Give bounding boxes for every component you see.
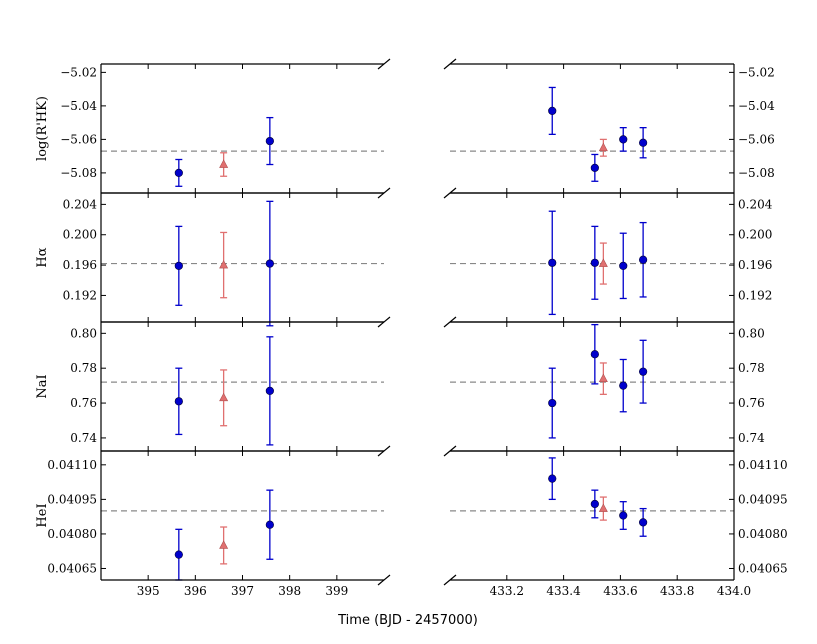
x-tick-label: 434.0 bbox=[717, 584, 751, 598]
y-axis-label: HeI bbox=[35, 503, 50, 527]
axis-break-mark bbox=[377, 187, 391, 199]
data-point bbox=[174, 168, 183, 177]
x-tick-label: 396 bbox=[184, 584, 207, 598]
y-tick-label: −5.02 bbox=[738, 65, 775, 79]
data-point bbox=[174, 550, 183, 559]
x-tick-label: 397 bbox=[231, 584, 254, 598]
y-tick-label: −5.02 bbox=[60, 65, 97, 79]
y-tick-label: 0.76 bbox=[738, 396, 765, 410]
data-point bbox=[619, 261, 628, 270]
y-tick-label: 0.04095 bbox=[738, 492, 788, 506]
data-point bbox=[590, 163, 599, 172]
y-tick-label: 0.78 bbox=[70, 361, 97, 375]
y-axis-label: Hα bbox=[35, 247, 50, 267]
data-point bbox=[265, 136, 274, 146]
data-point bbox=[639, 518, 648, 527]
axis-break-mark bbox=[377, 58, 391, 70]
y-tick-label: −5.08 bbox=[738, 166, 775, 180]
y-tick-label: −5.08 bbox=[60, 166, 97, 180]
y-tick-label: −5.06 bbox=[738, 132, 775, 146]
y-tick-label: 0.204 bbox=[738, 197, 773, 211]
axis-break-mark bbox=[377, 574, 391, 586]
y-tick-label: 0.80 bbox=[70, 326, 97, 340]
data-point-triangle bbox=[219, 540, 229, 549]
y-tick-label: 0.04065 bbox=[738, 561, 788, 575]
data-point bbox=[548, 474, 557, 483]
axis-break-mark bbox=[443, 574, 457, 586]
y-tick-label: 0.76 bbox=[70, 396, 97, 410]
panel-3: 0.74 0.76 0.78 0.80 0.74 0.76 0.78 0.80 NaI bbox=[35, 316, 765, 452]
axis-break-mark bbox=[443, 187, 457, 199]
axis-break-mark bbox=[443, 58, 457, 70]
panel-4: 0.04065 0.04080 0.04095 0.04110 395 396 397 398… bbox=[35, 445, 788, 598]
data-point bbox=[548, 258, 557, 267]
data-point-triangle bbox=[598, 142, 608, 152]
y-tick-label: 0.204 bbox=[63, 197, 98, 211]
y-axis-label: NaI bbox=[35, 374, 50, 398]
data-point-triangle bbox=[219, 159, 229, 168]
y-tick-label: 0.196 bbox=[63, 258, 97, 272]
y-tick-label: 0.192 bbox=[63, 288, 97, 302]
panels: −5.08 −5.06 −5.04 −5.02 −5.08 −5.06 −5.04 −5.02… bbox=[35, 58, 788, 598]
data-point-triangle bbox=[598, 373, 608, 382]
data-point bbox=[639, 138, 648, 147]
data-point bbox=[548, 106, 557, 116]
data-point bbox=[639, 255, 648, 264]
x-tick-label: 399 bbox=[325, 584, 348, 598]
axis-break-mark bbox=[377, 445, 391, 457]
data-point bbox=[590, 258, 599, 267]
y-axis-label: log(R'HK) bbox=[35, 96, 50, 161]
data-point bbox=[548, 398, 557, 408]
x-tick-label: 398 bbox=[278, 584, 301, 598]
x-tick-label: 433.6 bbox=[603, 584, 637, 598]
data-point-triangle bbox=[219, 392, 229, 402]
data-point-triangle bbox=[219, 259, 229, 269]
y-tick-label: 0.200 bbox=[738, 228, 772, 242]
data-point bbox=[174, 397, 183, 406]
x-tick-label: 433.8 bbox=[660, 584, 694, 598]
data-point-triangle bbox=[598, 503, 608, 512]
x-tick-label: 433.4 bbox=[546, 584, 581, 598]
y-tick-label: 0.74 bbox=[738, 431, 765, 445]
y-tick-label: 0.04080 bbox=[47, 527, 97, 541]
y-tick-label: 0.74 bbox=[70, 431, 97, 445]
data-point bbox=[174, 261, 183, 270]
y-tick-label: 0.04080 bbox=[738, 527, 788, 541]
y-tick-label: 0.192 bbox=[738, 288, 772, 302]
x-tick-label: 433.2 bbox=[490, 584, 524, 598]
data-point bbox=[265, 520, 274, 529]
data-point bbox=[265, 259, 274, 268]
y-tick-label: −5.04 bbox=[60, 99, 97, 113]
data-point bbox=[619, 511, 628, 520]
y-tick-label: 0.04110 bbox=[47, 458, 97, 472]
data-point bbox=[619, 135, 628, 144]
x-tick-label: 395 bbox=[137, 584, 160, 598]
y-tick-label: 0.04110 bbox=[738, 458, 788, 472]
y-tick-label: 0.200 bbox=[63, 228, 97, 242]
data-point bbox=[590, 350, 599, 359]
axis-break-mark bbox=[377, 316, 391, 328]
y-tick-label: 0.196 bbox=[738, 258, 772, 272]
data-point bbox=[639, 367, 648, 376]
x-axis-label: Time (BJD - 2457000) bbox=[337, 613, 478, 628]
axis-break-mark bbox=[443, 445, 457, 457]
data-point-triangle bbox=[598, 258, 608, 267]
data-point bbox=[265, 386, 274, 395]
y-tick-label: −5.04 bbox=[738, 99, 775, 113]
panel-1: −5.08 −5.06 −5.04 −5.02 −5.08 −5.06 −5.04 −5.02… bbox=[35, 58, 775, 194]
panel-2: 0.192 0.196 0.200 0.204 0.192 0.196 0.200 0.204… bbox=[35, 187, 773, 327]
y-tick-label: 0.04065 bbox=[47, 561, 97, 575]
data-point bbox=[619, 381, 628, 390]
y-tick-label: 0.04095 bbox=[47, 492, 97, 506]
y-tick-label: 0.78 bbox=[738, 361, 765, 375]
axis-break-mark bbox=[443, 316, 457, 328]
y-tick-label: 0.80 bbox=[738, 326, 765, 340]
data-point bbox=[590, 499, 599, 509]
y-tick-label: −5.06 bbox=[60, 132, 97, 146]
